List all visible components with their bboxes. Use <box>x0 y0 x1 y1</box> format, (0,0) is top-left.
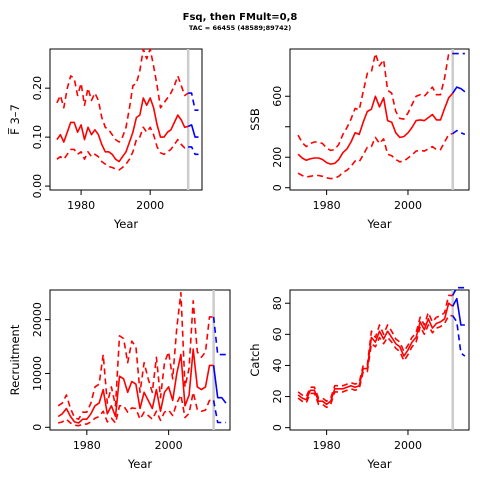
figure-subtitle: TAC = 66455 (48589;89742) <box>189 24 291 32</box>
panel-catch: 1980 2000 0 20 40 60 80 Year Catch <box>248 286 470 471</box>
y-tick-label: 0.10 <box>31 125 44 150</box>
panel-ssb: 1980 2000 0 200 600 Year SSB <box>248 48 470 231</box>
series-median-history <box>56 97 189 163</box>
plot-frame <box>289 48 470 191</box>
y-tick-label: 200 <box>271 147 284 168</box>
series-lower-projection <box>452 315 466 357</box>
x-tick-label: 1980 <box>313 199 341 212</box>
y-tick-label: 40 <box>271 358 284 372</box>
y-tick-label: 0.20 <box>31 76 44 101</box>
plot-frame <box>289 289 470 431</box>
y-tick-label: 0 <box>271 184 284 191</box>
plot-frame <box>49 289 231 431</box>
series-lower-history <box>297 314 453 409</box>
series-lower-projection <box>452 129 466 136</box>
series-median-projection <box>451 297 465 326</box>
x-tick-label: 1980 <box>73 439 101 452</box>
x-tick-label: 2000 <box>394 199 422 212</box>
series-median-projection <box>212 365 227 404</box>
y-tick-label: 80 <box>271 296 284 310</box>
series-lower-history <box>56 126 189 171</box>
x-axis-label: Year <box>366 217 392 231</box>
y-tick-label: 0.00 <box>31 174 44 199</box>
y-axis-label: F̅ 3–7 <box>7 104 22 135</box>
x-tick-label: 2000 <box>155 439 183 452</box>
series-upper-projection <box>188 92 199 111</box>
series-upper-history <box>297 294 453 403</box>
panel-f37: 1980 2000 0.00 0.10 0.20 Year F̅ 3–7 <box>7 48 203 231</box>
series-median-projection <box>452 86 466 94</box>
series-median-projection <box>187 124 199 138</box>
y-axis-label: SSB <box>248 108 262 131</box>
figure-title: Fsq, then FMult=0,8 <box>183 12 298 23</box>
y-tick-label: 20 <box>271 390 284 404</box>
y-tick-label: 0 <box>271 424 284 431</box>
series-lower-history <box>297 132 453 180</box>
y-axis-label: Recruitment <box>8 324 22 395</box>
series-upper-projection <box>212 316 226 356</box>
y-tick-label: 60 <box>271 327 284 341</box>
series-upper-projection <box>451 286 465 296</box>
x-axis-label: Year <box>127 457 153 471</box>
y-tick-label: 600 <box>271 86 284 107</box>
x-tick-label: 2000 <box>136 199 164 212</box>
x-axis-label: Year <box>113 217 139 231</box>
plot-frame <box>49 48 203 191</box>
series-lower-projection <box>188 146 199 156</box>
x-axis-label: Year <box>366 457 392 471</box>
y-tick-label: 0 <box>31 424 44 431</box>
series-median-history <box>57 348 214 424</box>
series-lower-history <box>57 391 214 427</box>
x-tick-label: 1980 <box>313 439 341 452</box>
series-upper-history <box>57 291 214 421</box>
series-lower-projection <box>212 400 226 424</box>
x-tick-label: 1980 <box>67 199 95 212</box>
series-median-history <box>297 302 454 406</box>
y-axis-label: Catch <box>248 343 262 376</box>
series-upper-history <box>56 48 189 143</box>
x-tick-label: 2000 <box>394 439 422 452</box>
series-upper-history <box>297 52 453 152</box>
y-tick-label: 20000 <box>31 302 44 337</box>
series-median-history <box>297 92 454 165</box>
y-tick-label: 10000 <box>31 356 44 391</box>
